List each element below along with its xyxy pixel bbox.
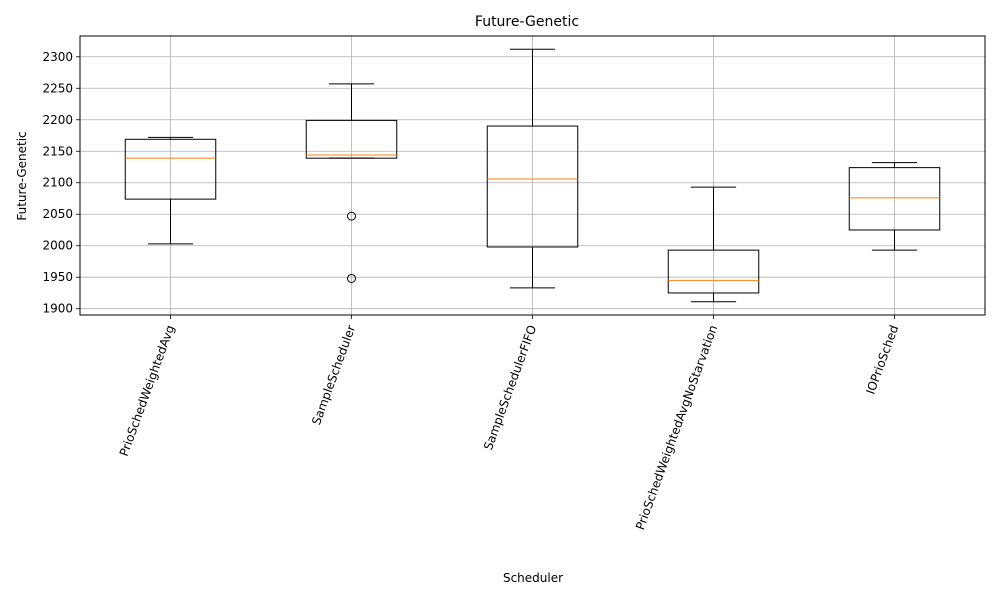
box-plot-SampleScheduler — [305, 83, 398, 283]
chart-title: Future-Genetic — [475, 14, 579, 30]
y-tick-label: 2050 — [42, 207, 73, 221]
y-tick-label: 2200 — [42, 113, 73, 127]
outlier-point — [347, 273, 356, 283]
plot-frame — [79, 35, 986, 316]
iqr-box — [486, 125, 579, 248]
x-tick-label: PrioSchedWeightedAvgNoStarvation — [633, 323, 720, 532]
x-tick-label: PrioSchedWeightedAvg — [117, 323, 178, 458]
y-tick-label: 2250 — [42, 81, 73, 95]
box-plot-PrioSchedWeightedAvg — [124, 136, 217, 245]
x-axis-label: Scheduler — [503, 571, 563, 585]
y-tick-label: 2100 — [42, 176, 73, 190]
x-tick-label: IOPrioSched — [863, 323, 901, 396]
y-axis-label: Future-Genetic — [15, 131, 29, 220]
iqr-box — [124, 138, 217, 200]
outlier-point — [347, 211, 356, 221]
y-axis: 1900 1950 2000 2050 2100 2150 2200 2250 2300 — [42, 50, 80, 316]
boxes — [124, 48, 941, 303]
x-axis: PrioSchedWeightedAvg SampleScheduler Sampl… — [117, 315, 901, 532]
y-tick-label: 2300 — [42, 50, 73, 64]
x-tick-label: SampleScheduler — [309, 323, 358, 427]
y-tick-label: 2000 — [42, 239, 73, 253]
iqr-box — [305, 119, 398, 159]
box-plot-PrioSchedWeightedAvgNoStarvation — [667, 186, 760, 303]
iqr-box — [848, 167, 941, 231]
box-plot-SampleSchedulerFIFO — [486, 48, 579, 289]
y-tick-label: 1950 — [42, 270, 73, 284]
box-plot-IOPrioSched — [848, 162, 941, 251]
y-tick-label: 2150 — [42, 144, 73, 158]
x-tick-label: SampleSchedulerFIFO — [481, 323, 539, 452]
y-tick-label: 1900 — [42, 302, 73, 316]
iqr-box — [667, 249, 760, 294]
